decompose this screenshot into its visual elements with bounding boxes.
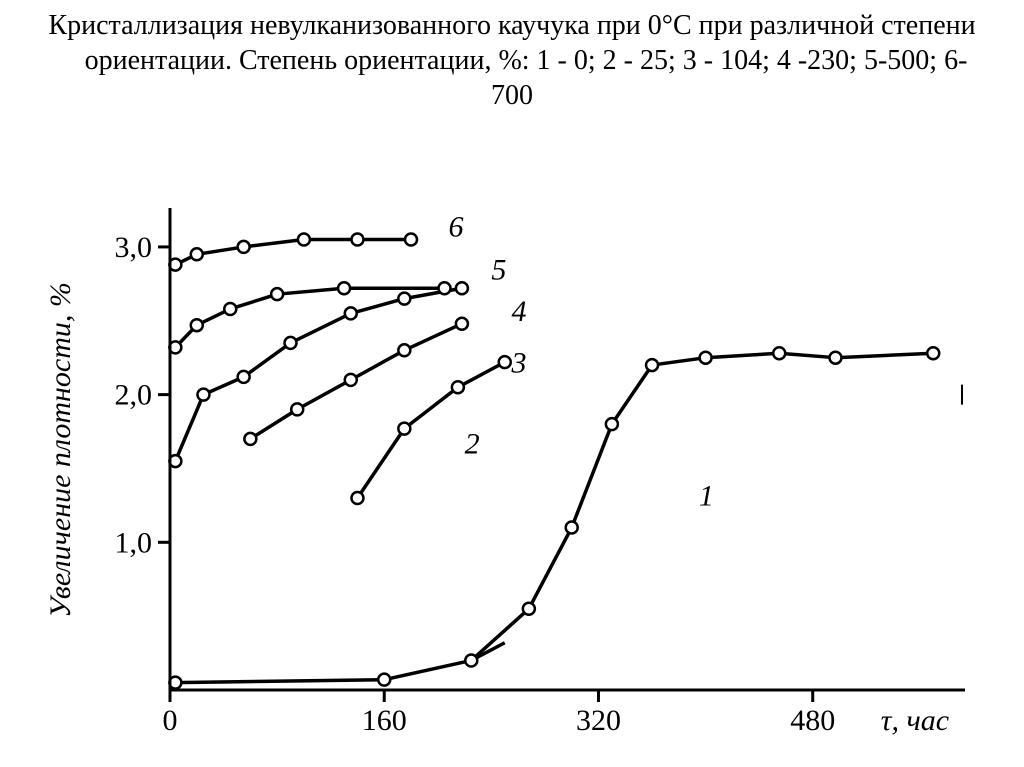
series-label-4: 4	[511, 295, 526, 328]
series-marker-5	[191, 319, 203, 331]
y-axis-label: Увеличение плотности, %	[44, 282, 77, 618]
series-marker-1	[700, 352, 712, 364]
series-marker-5	[271, 288, 283, 300]
series-label-5: 5	[491, 253, 506, 286]
line-chart: 1,0 2,0 3,0 0 160 320 480 τ, час Увеличение плот…	[40, 200, 984, 760]
series-marker-2	[398, 423, 410, 435]
series-marker-1	[773, 347, 785, 359]
chart-caption: Кристаллизация невулканизованного каучук…	[40, 8, 984, 113]
series-marker-4	[238, 371, 250, 383]
series-label-3: 3	[510, 346, 526, 379]
series-marker-3	[456, 318, 468, 330]
series-marker-5	[438, 282, 450, 294]
series-marker-4	[456, 282, 468, 294]
series-line-6	[175, 240, 411, 265]
series-marker-4	[285, 337, 297, 349]
series-marker-3	[345, 374, 357, 386]
series-marker-5	[224, 303, 236, 315]
series-line-1	[175, 353, 933, 682]
series-marker-2	[452, 381, 464, 393]
x-axis-label: τ, час	[881, 704, 949, 737]
series-marker-3	[398, 344, 410, 356]
series-marker-1	[465, 654, 477, 666]
series-marker-1	[646, 359, 658, 371]
y-tick-label: 2,0	[115, 379, 153, 412]
series-marker-1	[606, 418, 618, 430]
x-tick-label: 160	[362, 704, 407, 737]
series-marker-5	[338, 282, 350, 294]
series-marker-4	[197, 389, 209, 401]
series-marker-6	[405, 234, 417, 246]
chart-container: 1,0 2,0 3,0 0 160 320 480 τ, час Увеличение плот…	[40, 200, 984, 760]
series-label-1: 1	[699, 479, 714, 512]
series-marker-1	[378, 674, 390, 686]
series-marker-2	[351, 492, 363, 504]
series-line-2	[357, 362, 504, 498]
series-marker-1	[829, 352, 841, 364]
series-marker-3	[244, 433, 256, 445]
x-tick-label: 0	[163, 704, 178, 737]
y-tick-label: 1,0	[115, 526, 153, 559]
series-marker-4	[398, 293, 410, 305]
series-marker-6	[351, 234, 363, 246]
series-marker-3	[291, 403, 303, 415]
series-marker-6	[191, 248, 203, 260]
x-tick-label: 320	[576, 704, 621, 737]
series-marker-1	[566, 522, 578, 534]
series-marker-1	[523, 603, 535, 615]
series-marker-2	[499, 356, 511, 368]
series-marker-6	[298, 234, 310, 246]
series-label-6: 6	[449, 211, 464, 244]
series-marker-1	[927, 347, 939, 359]
series-marker-6	[238, 241, 250, 253]
axes	[170, 208, 965, 690]
x-tick-label: 480	[790, 704, 835, 737]
y-tick-label: 3,0	[115, 231, 153, 264]
series-marker-4	[345, 307, 357, 319]
series-label-2: 2	[465, 428, 480, 461]
